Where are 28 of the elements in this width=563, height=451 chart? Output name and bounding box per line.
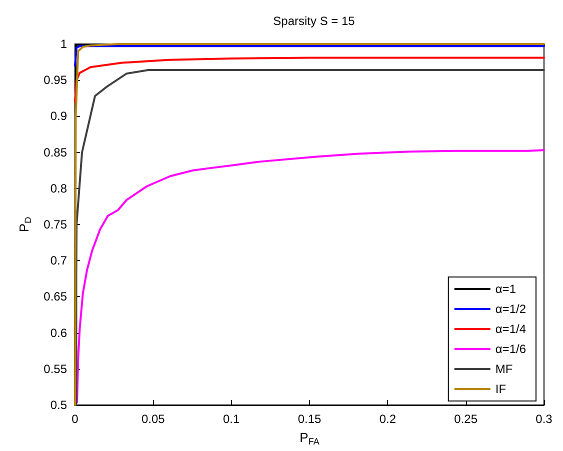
y-tick-label: 0.9	[50, 109, 68, 124]
y-tick-label: 0.95	[44, 73, 68, 88]
chart-title: Sparsity S = 15	[273, 14, 356, 28]
x-tick-label: 0.05	[141, 412, 166, 426]
legend-label: α=1/2	[495, 302, 526, 316]
x-tick-label: 0.1	[222, 412, 240, 426]
y-tick-label: 1	[60, 37, 68, 51]
line-series	[76, 149, 545, 404]
legend-label: MF	[495, 362, 513, 376]
x-tick-label: 0	[72, 412, 79, 426]
y-tick-label: 0.55	[44, 362, 68, 376]
y-tick-label: 0.75	[44, 218, 68, 232]
y-axis-title: PD	[16, 216, 34, 232]
y-tick-label: 0.7	[50, 254, 68, 268]
y-tick-label: 0.5	[50, 398, 68, 412]
x-tick-label: 0.3	[536, 412, 553, 426]
y-tick-label: 0.65	[44, 290, 68, 304]
legend-label: IF	[495, 382, 506, 396]
x-tick-label: 0.15	[298, 412, 322, 426]
x-tick-label: 0.2	[379, 412, 396, 426]
y-tick-label: 0.8	[50, 181, 68, 196]
y-tick-label: 0.85	[44, 145, 68, 160]
legend-label: α=1	[495, 282, 516, 296]
x-tick-label: 0.25	[454, 412, 478, 426]
legend-label: α=1/6	[495, 342, 526, 356]
legend-label: α=1/4	[495, 322, 526, 336]
line-series	[74, 56, 545, 103]
y-tick-label: 0.6	[50, 326, 68, 340]
